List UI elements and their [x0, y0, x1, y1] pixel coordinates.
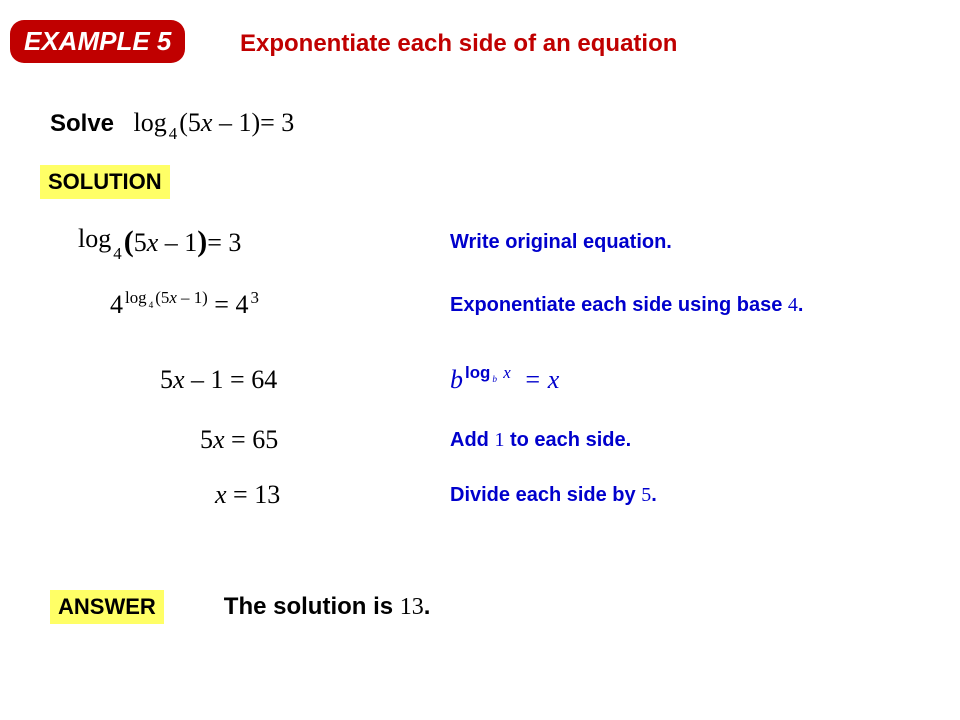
identity-x: x	[499, 363, 511, 382]
arg: 5x – 1	[134, 228, 198, 257]
func: log	[134, 108, 167, 137]
explain-num: 5	[641, 484, 651, 506]
explain-post: .	[798, 294, 804, 316]
lhs: x	[215, 480, 227, 509]
exp-func: log	[125, 288, 147, 307]
answer-label: ANSWER	[50, 590, 164, 624]
answer-text: The solution is 13.	[224, 593, 431, 621]
step-row-3: 5x – 1 = 64 blogb x = x	[50, 365, 950, 395]
identity-eq: = x	[517, 365, 559, 394]
answer-pre: The solution is	[224, 593, 400, 620]
exp-left: log4(5x – 1)	[123, 288, 208, 307]
b-left: b	[450, 365, 463, 394]
solve-label: Solve	[50, 110, 114, 137]
explain-pre: Exponentiate each side using base	[450, 294, 788, 316]
explain-num: 4	[788, 294, 798, 316]
open-paren: (	[124, 225, 134, 258]
answer-value: 13	[400, 594, 424, 620]
solve-equation: log4(5x – 1)= 3	[134, 108, 295, 137]
identity-log: log	[465, 363, 490, 382]
step3-math: 5x – 1 = 64	[50, 365, 450, 395]
step2-math: 4log4(5x – 1) = 43	[50, 290, 450, 320]
step3-identity: blogb x = x	[450, 365, 559, 395]
page-title: Exponentiate each side of an equation	[240, 30, 677, 58]
step1-math: log4(5x – 1)= 3	[50, 225, 450, 259]
step5-math: x = 13	[50, 480, 450, 510]
step1-explain: Write original equation.	[450, 231, 910, 254]
solve-line: Solve log4(5x – 1)= 3	[50, 108, 294, 138]
example-badge: EXAMPLE 5	[10, 20, 185, 63]
solution-label: SOLUTION	[40, 165, 170, 199]
answer-row: ANSWER The solution is 13.	[50, 590, 430, 624]
explain-post: to each side.	[504, 429, 631, 451]
explain-num: 1	[494, 429, 504, 451]
rhs: = 13	[227, 480, 281, 509]
step-row-2: 4log4(5x – 1) = 43 Exponentiate each sid…	[50, 290, 950, 320]
explain-pre: Add	[450, 429, 494, 451]
step-row-4: 5x = 65 Add 1 to each side.	[50, 425, 950, 455]
log-base: 4	[167, 124, 179, 143]
log-base: 4	[111, 244, 123, 263]
rhs: = 3	[260, 108, 294, 137]
arg: (5x – 1)	[179, 108, 260, 137]
equals: = 4	[208, 290, 249, 319]
log-func: log	[78, 224, 111, 253]
lhs: 5x	[200, 425, 225, 454]
step4-math: 5x = 65	[50, 425, 450, 455]
step5-explain: Divide each side by 5.	[450, 484, 910, 507]
lhs: 5x – 1	[160, 365, 224, 394]
base4-left: 4	[110, 290, 123, 319]
close-paren: )	[197, 225, 207, 258]
step-row-1: log4(5x – 1)= 3 Write original equation.	[50, 225, 950, 259]
identity-b2: b	[490, 375, 499, 385]
explain-post: .	[651, 484, 657, 506]
step-row-5: x = 13 Divide each side by 5.	[50, 480, 950, 510]
answer-post: .	[424, 593, 431, 620]
step2-explain: Exponentiate each side using base 4.	[450, 294, 910, 317]
identity-exp: logb x	[463, 363, 511, 382]
explain-pre: Divide each side by	[450, 484, 641, 506]
rhs-exp: 3	[248, 288, 258, 307]
rhs: = 65	[225, 425, 279, 454]
rhs: = 64	[224, 365, 278, 394]
step4-explain: Add 1 to each side.	[450, 429, 910, 452]
exp-base: 4	[147, 301, 156, 311]
rhs: = 3	[207, 228, 241, 257]
